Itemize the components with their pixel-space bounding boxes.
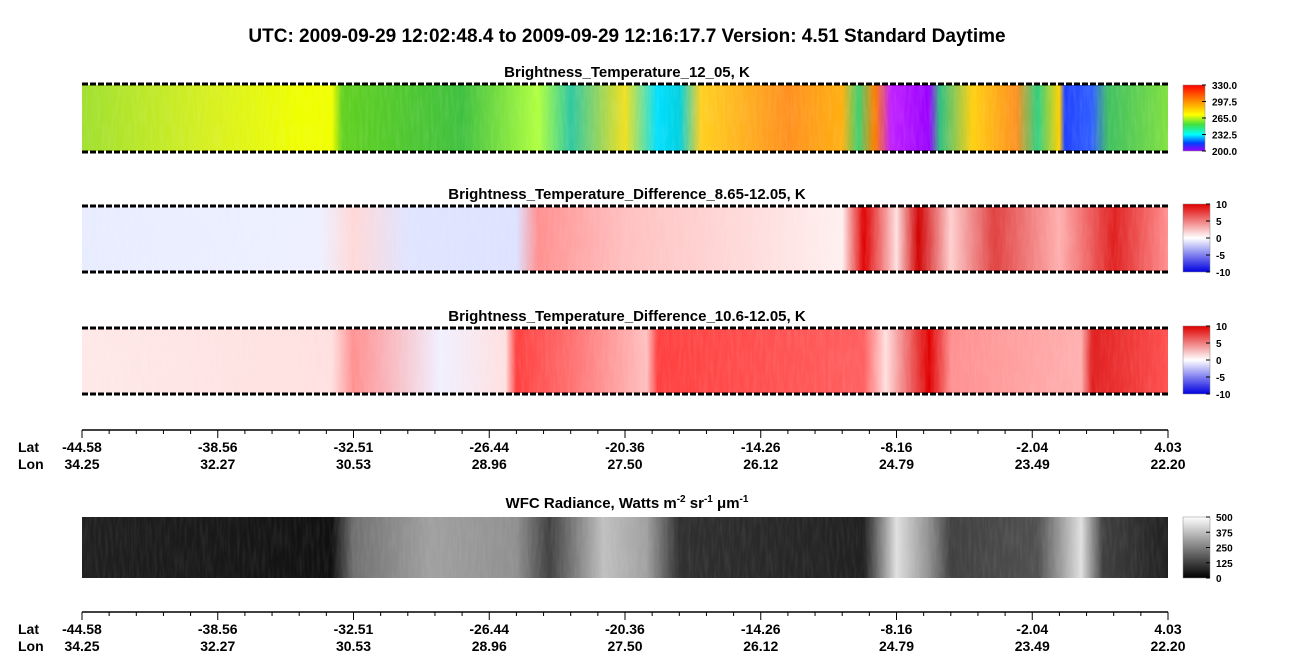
colorbar-label: 0: [1216, 234, 1222, 245]
lat-tick-label: 4.03: [1154, 621, 1181, 637]
lon-tick-label: 24.79: [879, 456, 914, 472]
lat-tick-label: 4.03: [1154, 439, 1181, 455]
heatmap-texture: [82, 329, 1168, 393]
colorbar: [1182, 516, 1211, 579]
colorbar-label: -10: [1216, 390, 1231, 401]
colorbar: [1182, 84, 1206, 152]
lon-tick-label: 22.20: [1150, 456, 1185, 472]
lon-tick-label: 32.27: [200, 456, 235, 472]
panel-title: Brightness_Temperature_12_05, K: [504, 64, 750, 81]
lon-tick-label: 26.12: [743, 638, 778, 654]
lat-tick-label: -20.36: [605, 439, 645, 455]
lat-label: Lat: [18, 621, 39, 637]
panel-title: Brightness_Temperature_Difference_8.65-1…: [448, 186, 806, 203]
colorbar: [1182, 325, 1211, 395]
lon-label: Lon: [18, 638, 44, 654]
title-part: WFC Radiance, Watts m: [506, 495, 677, 512]
lat-label: Lat: [18, 439, 39, 455]
colorbar-label: 500: [1216, 513, 1233, 524]
colorbar-label: 5: [1216, 217, 1222, 228]
title-sup: -1: [704, 494, 713, 505]
colorbar-label: -5: [1216, 251, 1225, 262]
colorbar-label: 0: [1216, 574, 1222, 585]
title-part: sr: [686, 495, 705, 512]
colorbar-label: 297.5: [1212, 98, 1237, 109]
lat-tick-label: -44.58: [62, 621, 102, 637]
lat-tick-label: -14.26: [741, 621, 781, 637]
lat-tick-label: -44.58: [62, 439, 102, 455]
colorbar-label: 0: [1216, 356, 1222, 367]
lon-tick-label: 23.49: [1015, 638, 1050, 654]
colorbar-label: 250: [1216, 544, 1233, 555]
lon-tick-label: 22.20: [1150, 638, 1185, 654]
lon-tick-label: 28.96: [472, 638, 507, 654]
lat-tick-label: -26.44: [469, 439, 509, 455]
heatmap-texture: [82, 207, 1168, 271]
lon-tick-label: 26.12: [743, 456, 778, 472]
lon-label: Lon: [18, 456, 44, 472]
colorbar: [1182, 203, 1211, 273]
lat-tick-label: -32.51: [334, 439, 374, 455]
heatmap-texture: [82, 517, 1168, 578]
page-title: UTC: 2009-09-29 12:02:48.4 to 2009-09-29…: [248, 26, 1005, 47]
title-sup: -1: [740, 494, 749, 505]
lon-tick-label: 24.79: [879, 638, 914, 654]
lon-tick-label: 23.49: [1015, 456, 1050, 472]
lat-tick-label: -8.16: [881, 439, 913, 455]
lat-tick-label: -38.56: [198, 621, 238, 637]
heatmap-texture: [82, 85, 1168, 151]
colorbar-label: 125: [1216, 559, 1233, 570]
lon-tick-label: 30.53: [336, 456, 371, 472]
lat-tick-label: -38.56: [198, 439, 238, 455]
title-sup: -2: [677, 494, 686, 505]
lon-tick-label: 34.25: [64, 638, 99, 654]
colorbar-label: 232.5: [1212, 131, 1237, 142]
panel-title: Brightness_Temperature_Difference_10.6-1…: [448, 308, 806, 325]
colorbar-label: 375: [1216, 528, 1233, 539]
lat-tick-label: -2.04: [1016, 621, 1048, 637]
colorbar-label: 10: [1216, 200, 1228, 211]
title-part: μm: [713, 495, 740, 512]
lat-tick-label: -32.51: [334, 621, 374, 637]
colorbar-label: 200.0: [1212, 147, 1237, 158]
colorbar-label: -5: [1216, 373, 1225, 384]
lat-tick-label: -8.16: [881, 621, 913, 637]
lon-tick-label: 27.50: [607, 638, 642, 654]
lat-tick-label: -2.04: [1016, 439, 1048, 455]
lat-tick-label: -26.44: [469, 621, 509, 637]
colorbar-label: -10: [1216, 268, 1231, 279]
panel-title: WFC Radiance, Watts m-2 sr-1 μm-1: [506, 494, 749, 512]
lat-tick-label: -20.36: [605, 621, 645, 637]
lon-tick-label: 28.96: [472, 456, 507, 472]
lon-tick-label: 34.25: [64, 456, 99, 472]
lon-tick-label: 32.27: [200, 638, 235, 654]
colorbar-label: 10: [1216, 322, 1228, 333]
colorbar-label: 330.0: [1212, 81, 1237, 92]
lon-tick-label: 30.53: [336, 638, 371, 654]
lat-tick-label: -14.26: [741, 439, 781, 455]
lon-tick-label: 27.50: [607, 456, 642, 472]
colorbar-label: 265.0: [1212, 114, 1237, 125]
colorbar-label: 5: [1216, 339, 1222, 350]
